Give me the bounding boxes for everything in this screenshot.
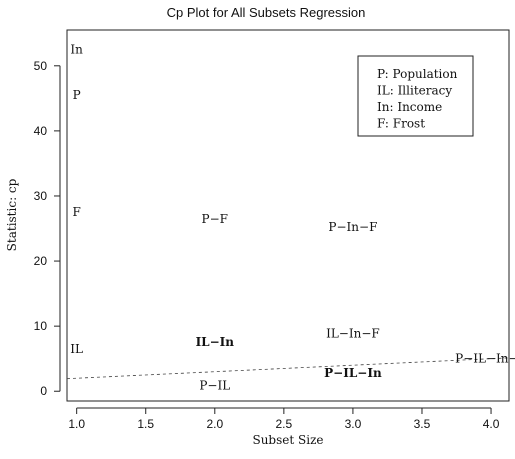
point-label: In: [70, 43, 83, 57]
legend-entry: IL: Illiteracy: [377, 84, 452, 98]
y-tick-label: 10: [34, 319, 48, 333]
point-label: P−IL: [199, 378, 230, 392]
x-tick-label: 1.5: [137, 417, 154, 431]
reference-line: [66, 357, 510, 380]
point-labels: In P F IL P−F IL−In P−IL P−In−F IL−In−F P−IL−In P−…: [70, 43, 515, 393]
x-tick-label: 3.0: [345, 417, 362, 431]
y-axis-label: Statistic: cp: [5, 178, 19, 251]
point-label: P−F: [202, 212, 228, 226]
legend-entry: In: Income: [377, 100, 442, 114]
chart-title: Cp Plot for All Subsets Regression: [167, 5, 366, 20]
point-label: F: [73, 205, 81, 219]
y-tick-label: 40: [34, 124, 48, 138]
x-axis-label: Subset Size: [252, 433, 323, 447]
x-tick-label: 2.0: [206, 417, 223, 431]
point-label: IL−In: [196, 335, 235, 349]
point-label: IL−In−F: [326, 326, 380, 340]
point-label: P: [73, 88, 81, 102]
legend-entry: P: Population: [377, 67, 458, 81]
y-tick-label: 20: [34, 254, 48, 268]
y-tick-label: 50: [34, 59, 48, 73]
x-tick-label: 1.0: [68, 417, 85, 431]
legend-entry: F: Frost: [377, 117, 425, 131]
x-tick-label: 3.5: [414, 417, 431, 431]
y-tick-label: 0: [40, 384, 47, 398]
plot-area-frame: [66, 29, 510, 402]
y-tick-label: 30: [34, 189, 48, 203]
point-label: IL: [70, 342, 83, 356]
point-label: P−IL−In: [324, 366, 382, 380]
legend-box: [357, 55, 474, 137]
x-tick-label: 2.5: [276, 417, 293, 431]
x-tick-label: 4.0: [483, 417, 500, 431]
point-label: P−In−F: [328, 220, 377, 234]
y-axis: 0 10 20 30 40 50: [34, 59, 61, 398]
legend: P: Population IL: Illiteracy In: Income …: [357, 55, 474, 137]
x-axis: 1.0 1.5 2.0 2.5 3.0 3.5 4.0: [68, 407, 500, 431]
point-label: P−IL−In−F: [455, 352, 515, 366]
